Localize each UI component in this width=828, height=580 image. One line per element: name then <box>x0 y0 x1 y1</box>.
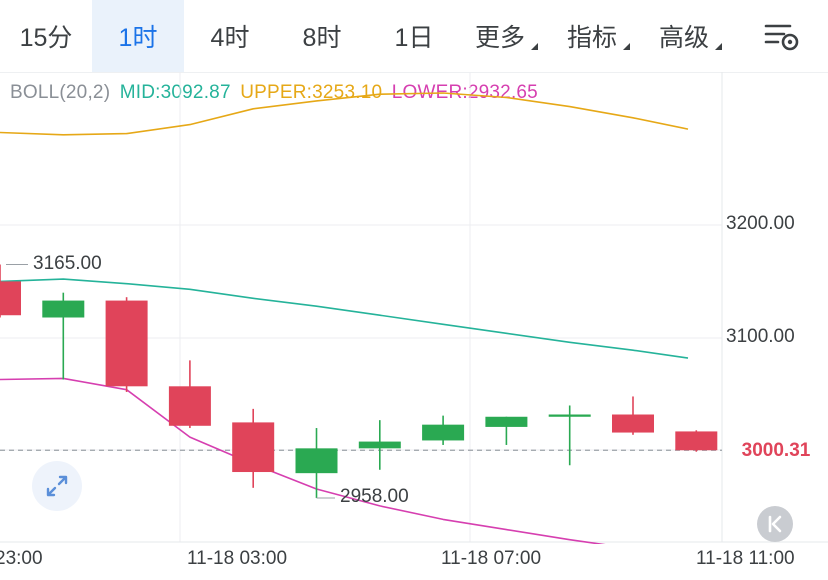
candle-down <box>168 386 211 426</box>
price-axis-label: 3200.00 <box>726 213 795 234</box>
candle-down <box>232 422 275 473</box>
candle-up <box>422 424 465 441</box>
tab-8h-label: 8时 <box>302 24 342 52</box>
boll-upper-line <box>0 92 689 136</box>
candle-down <box>0 281 21 316</box>
indicator-name: BOLL(20,2) <box>10 82 111 103</box>
chart-settings-icon[interactable] <box>760 14 804 58</box>
candle-down <box>105 300 148 387</box>
tab-15m-label: 15分 <box>19 24 73 52</box>
candlestick-chart[interactable] <box>0 72 828 544</box>
fullscreen-button[interactable] <box>32 461 82 511</box>
time-axis-label: 11-18 03:00 <box>187 548 288 569</box>
price-axis-label: 3100.00 <box>726 326 795 347</box>
dropdown-triangle-icon <box>623 43 630 50</box>
time-axis-label: 11-18 11:00 <box>696 548 795 569</box>
tab-4h-label: 4时 <box>210 24 250 52</box>
high-price-annotation: 3165.00 <box>33 253 102 274</box>
tab-1d[interactable]: 1日 <box>368 0 460 72</box>
candle-up <box>42 300 85 318</box>
current-price-label: 3000.31 <box>724 436 828 466</box>
jump-latest-icon <box>768 515 782 533</box>
boll-lower-line <box>0 377 606 544</box>
tab-1h-label: 1时 <box>118 24 158 52</box>
tab-1d-label: 1日 <box>394 24 434 52</box>
indicator-mid: MID:3092.87 <box>119 82 231 103</box>
tab-advanced[interactable]: 高级 <box>644 0 724 72</box>
candle-up <box>485 416 528 427</box>
boll-mid-line <box>0 278 689 359</box>
indicator-legend: BOLL(20,2) MID:3092.87 UPPER:3253.10 LOW… <box>10 82 542 104</box>
tab-4h[interactable]: 4时 <box>184 0 276 72</box>
candle-down <box>675 431 718 451</box>
time-axis-label: 23:00 <box>0 548 43 569</box>
tab-more[interactable]: 更多 <box>460 0 540 72</box>
tab-indicators[interactable]: 指标 <box>552 0 632 72</box>
tab-8h[interactable]: 8时 <box>276 0 368 72</box>
tab-indicators-label: 指标 <box>566 24 617 52</box>
timeframe-toolbar: 15分 1时 4时 8时 1日 更多 指标 高级 <box>0 0 828 73</box>
candle-down <box>612 414 654 433</box>
candle-up <box>548 414 591 417</box>
tab-1h[interactable]: 1时 <box>92 0 184 72</box>
time-axis-label: 11-18 07:00 <box>441 548 542 569</box>
tab-more-label: 更多 <box>474 24 525 52</box>
candle-up <box>295 448 338 474</box>
scroll-to-latest-button[interactable] <box>757 506 793 542</box>
tab-15m[interactable]: 15分 <box>0 0 92 72</box>
dropdown-triangle-icon <box>531 43 538 50</box>
candle-up <box>358 441 401 449</box>
low-price-annotation: 2958.00 <box>340 486 409 507</box>
tab-advanced-label: 高级 <box>658 24 709 52</box>
dropdown-triangle-icon <box>715 43 722 50</box>
expand-icon <box>46 475 68 497</box>
